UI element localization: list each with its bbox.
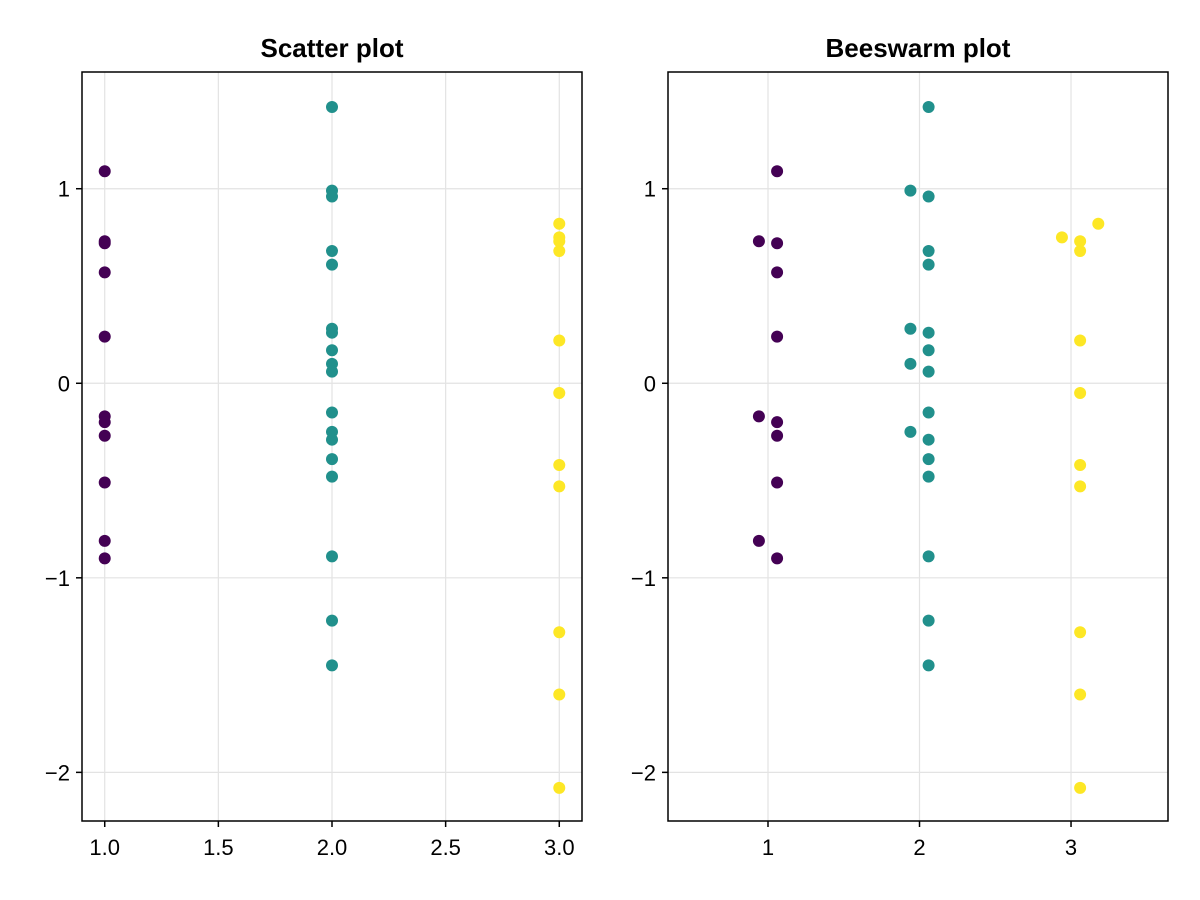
beeswarm-point-group-1 [771,266,784,279]
beeswarm-point-group-2 [904,357,917,370]
scatter-point-group-2 [326,614,338,627]
scatter-point-group-1 [98,266,111,279]
scatter-plot-panel: Scatter plot 1.0 1.5 2.0 2.5 3.0 −2 −1 0 1 [45,33,583,860]
scatter-point-group-2 [326,406,338,419]
scatter-point-group-2 [326,258,338,271]
beeswarm-point-group-2 [922,326,935,339]
scatter-point-group-2 [326,433,338,446]
scatter-x-tick-label: 1.0 [89,835,120,860]
scatter-point-group-3 [553,688,566,701]
beeswarm-point-group-2 [904,184,917,197]
beeswarm-plot-frame [667,71,1169,822]
beeswarm-point-group-1 [771,416,784,429]
beeswarm-point-group-2 [922,550,935,563]
scatter-point-group-3 [553,217,566,230]
beeswarm-point-group-3 [1074,387,1087,399]
scatter-point-group-3 [553,480,566,493]
beeswarm-plot-title: Beeswarm plot [826,33,1011,63]
scatter-point-group-2 [326,344,338,357]
beeswarm-point-group-3 [1074,688,1087,701]
scatter-point-group-2 [326,550,338,563]
beeswarm-point-group-2 [922,101,935,114]
beeswarm-point-group-2 [922,614,935,627]
scatter-y-tick-label: −2 [45,760,70,785]
beeswarm-y-tick-label: 1 [644,177,656,202]
scatter-point-group-3 [553,626,566,639]
scatter-x-tick-label: 1.5 [203,835,234,860]
scatter-point-group-2 [326,470,338,483]
beeswarm-point-group-1 [771,552,784,565]
scatter-point-group-2 [326,101,338,114]
scatter-point-group-1 [98,476,111,489]
beeswarm-point-group-1 [752,534,765,547]
beeswarm-point-group-2 [922,433,935,446]
beeswarm-y-tick-label: −1 [631,566,656,591]
scatter-point-group-1 [98,165,111,178]
beeswarm-point-group-2 [904,425,917,438]
scatter-point-group-2 [326,659,338,672]
scatter-point-group-3 [553,244,566,257]
beeswarm-point-group-1 [771,429,784,442]
scatter-point-group-1 [98,534,111,547]
beeswarm-point-group-1 [771,330,784,343]
scatter-x-tick-label: 2.5 [430,835,461,860]
scatter-point-group-3 [553,781,566,794]
beeswarm-plot-panel: Beeswarm plot 1 2 3 −2 −1 0 1 [631,33,1169,860]
scatter-point-group-2 [326,190,338,203]
scatter-point-group-3 [553,458,566,471]
beeswarm-point-group-2 [904,322,917,335]
scatter-y-tick-label: −1 [45,566,70,591]
beeswarm-point-group-3 [1074,480,1087,493]
scatter-plot-title: Scatter plot [260,33,403,63]
beeswarm-point-group-2 [922,470,935,483]
scatter-point-group-1 [98,330,111,343]
scatter-point-group-1 [98,237,111,250]
beeswarm-point-group-2 [922,258,935,271]
beeswarm-point-group-2 [922,344,935,357]
beeswarm-x-tick-label: 3 [1065,835,1077,860]
beeswarm-point-group-3 [1074,458,1087,471]
beeswarm-point-group-2 [922,453,935,466]
beeswarm-point-group-1 [752,410,765,423]
scatter-point-group-2 [326,453,338,466]
scatter-point-group-3 [553,235,566,248]
beeswarm-point-group-3 [1074,244,1087,257]
scatter-point-group-2 [326,326,338,339]
scatter-point-group-2 [326,244,338,257]
beeswarm-point-group-3 [1092,217,1105,230]
beeswarm-x-tick-label: 1 [762,835,774,860]
beeswarm-point-group-3 [1055,231,1068,244]
beeswarm-y-tick-label: 0 [644,371,656,396]
beeswarm-point-group-3 [1074,235,1087,248]
beeswarm-point-group-3 [1074,334,1087,347]
beeswarm-point-group-3 [1074,781,1087,794]
beeswarm-point-group-3 [1074,626,1087,639]
scatter-y-tick-label: 1 [58,177,70,202]
beeswarm-y-tick-label: −2 [631,760,656,785]
beeswarm-point-group-2 [922,190,935,203]
beeswarm-point-group-1 [771,476,784,489]
scatter-point-group-1 [98,552,111,565]
beeswarm-point-group-1 [771,165,784,178]
scatter-point-group-2 [326,365,338,378]
scatter-point-group-3 [553,387,566,399]
scatter-x-tick-label: 2.0 [317,835,348,860]
beeswarm-point-group-2 [922,659,935,672]
beeswarm-point-group-1 [771,237,784,250]
scatter-y-tick-label: 0 [58,371,70,396]
beeswarm-point-group-2 [922,406,935,419]
beeswarm-x-tick-label: 2 [913,835,925,860]
scatter-point-group-1 [98,416,111,429]
beeswarm-point-group-2 [922,365,935,378]
scatter-point-group-1 [98,429,111,442]
beeswarm-point-group-1 [752,235,765,248]
scatter-point-group-3 [553,334,566,347]
beeswarm-point-group-2 [922,244,935,257]
scatter-x-tick-label: 3.0 [544,835,575,860]
